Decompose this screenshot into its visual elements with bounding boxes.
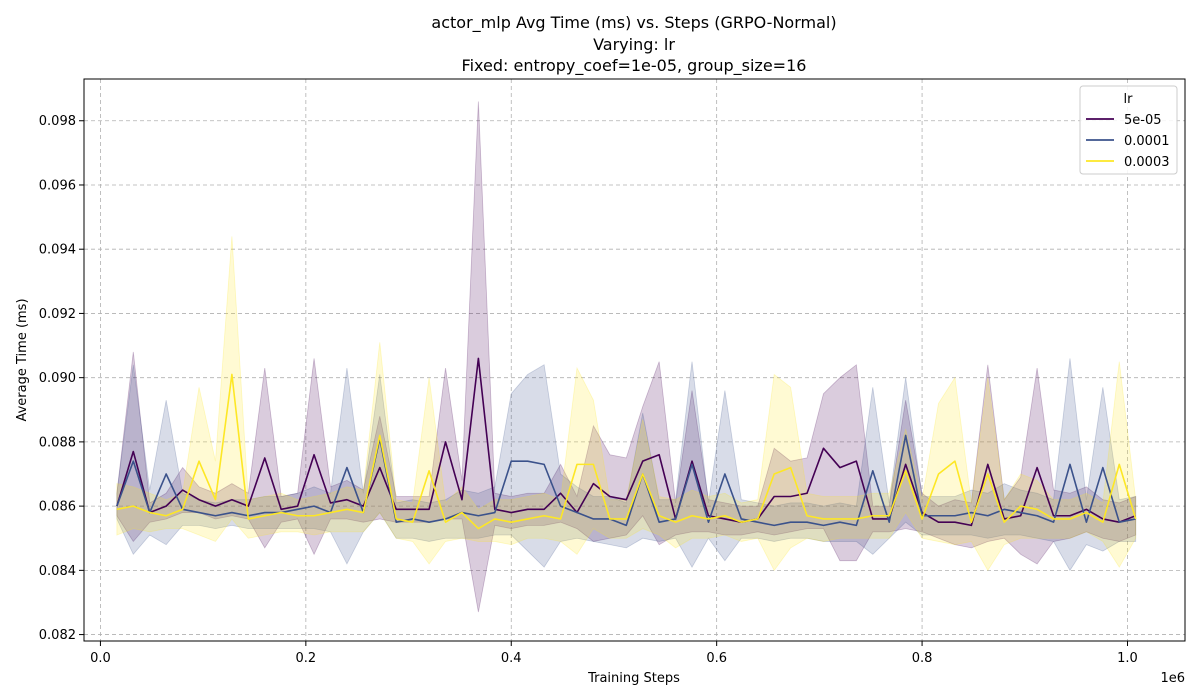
x-tick-label: 0.8 <box>912 651 933 666</box>
series-line-0.0001 <box>116 434 1136 527</box>
chart-title-line-1: actor_mlp Avg Time (ms) vs. Steps (GRPO-… <box>431 13 836 33</box>
y-tick-label: 0.084 <box>39 564 76 579</box>
plot-frame <box>83 78 1186 642</box>
x-axis-offset-label: 1e6 <box>1160 671 1185 686</box>
x-tick-label: 0.4 <box>501 651 522 666</box>
y-tick-label: 0.088 <box>39 435 76 450</box>
series-line-0.0003 <box>116 373 1137 530</box>
y-tick-label: 0.094 <box>39 243 76 258</box>
y-tick-label: 0.086 <box>39 500 76 515</box>
chart-title-line-3: Fixed: entropy_coef=1e-05, group_size=16 <box>462 56 807 76</box>
legend-label-0.0001: 0.0001 <box>1124 134 1170 149</box>
x-tick-label: 0.6 <box>706 651 727 666</box>
y-tick-label: 0.090 <box>39 371 76 386</box>
y-axis-label: Average Time (ms) <box>15 298 30 421</box>
confidence-band-0.0001 <box>116 358 1137 572</box>
y-tick-label: 0.082 <box>39 628 76 643</box>
x-axis-label: Training Steps <box>587 671 680 686</box>
legend-title: lr <box>1124 92 1134 107</box>
legend-label-5e-05: 5e-05 <box>1124 113 1162 128</box>
legend-label-0.0003: 0.0003 <box>1124 155 1170 170</box>
y-tick-label: 0.096 <box>39 178 76 193</box>
chart-title-line-2: Varying: lr <box>593 35 675 54</box>
x-tick-label: 1.0 <box>1117 651 1138 666</box>
series-line-5e-05 <box>116 357 1136 527</box>
x-tick-label: 0.0 <box>90 651 111 666</box>
y-tick-label: 0.098 <box>39 114 76 129</box>
legend-box <box>1079 85 1178 175</box>
x-tick-label: 0.2 <box>295 651 316 666</box>
y-tick-label: 0.092 <box>39 307 76 322</box>
legend: lr 5e-05 0.0001 0.0003 <box>1079 85 1178 175</box>
